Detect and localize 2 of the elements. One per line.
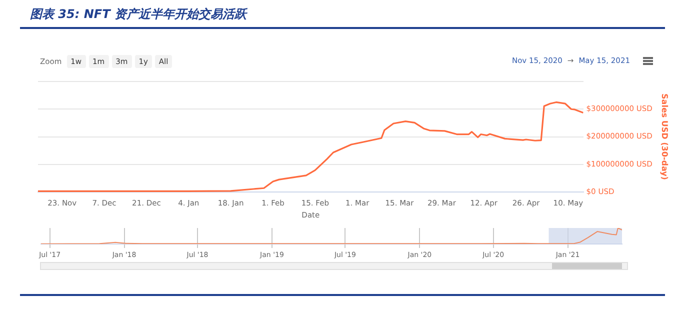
chart-title: 图表 35: NFT 资产近半年开始交易活跃 xyxy=(30,6,246,23)
y-axis-title: Sales USD (30-day) xyxy=(660,94,670,180)
